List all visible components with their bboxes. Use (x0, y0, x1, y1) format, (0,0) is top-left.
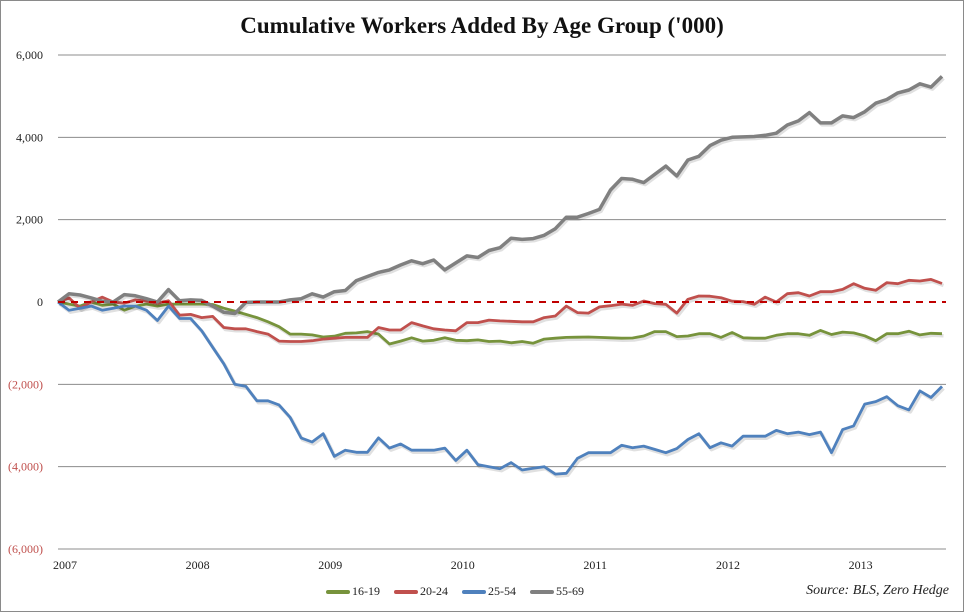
legend-item: 20-24 (394, 584, 448, 599)
legend-label: 55-69 (556, 584, 584, 598)
y-tick-label: (6,000) (8, 542, 43, 556)
legend-swatch (462, 589, 486, 594)
source-note: Source: BLS, Zero Hedge (806, 583, 949, 598)
series-line-20-24 (57, 277, 943, 343)
legend-item: 16-19 (326, 584, 380, 599)
y-tick-label: 6,000 (16, 48, 43, 62)
x-tick-label: 2009 (318, 558, 342, 572)
legend-item: 25-54 (462, 584, 516, 599)
x-tick-label: 2013 (849, 558, 873, 572)
x-tick-label: 2010 (451, 558, 475, 572)
legend: 16-19 20-24 25-54 55-69 (326, 584, 584, 599)
legend-swatch (394, 589, 418, 594)
y-tick-label: 0 (37, 295, 43, 309)
legend-label: 16-19 (352, 584, 380, 598)
series-shadow (58, 279, 945, 346)
x-tick-label: 2012 (716, 558, 740, 572)
legend-swatch (326, 589, 350, 594)
x-tick-label: 2008 (186, 558, 210, 572)
series-line-55-69 (56, 75, 944, 316)
y-tick-label: 2,000 (16, 213, 43, 227)
legend-label: 25-54 (488, 584, 516, 598)
legend-label: 20-24 (420, 584, 448, 598)
legend-swatch (530, 589, 554, 594)
x-tick-label: 2007 (53, 558, 77, 572)
series-shadow (58, 302, 945, 478)
y-tick-label: (2,000) (8, 377, 43, 391)
y-tick-label: 4,000 (16, 130, 43, 144)
x-tick-label: 2011 (583, 558, 607, 572)
y-tick-label: (4,000) (8, 460, 43, 474)
series-line-25-54 (57, 300, 943, 476)
legend-item: 55-69 (530, 584, 584, 599)
chart-title: Cumulative Workers Added By Age Group ('… (240, 13, 724, 38)
series-shadow (59, 302, 944, 348)
